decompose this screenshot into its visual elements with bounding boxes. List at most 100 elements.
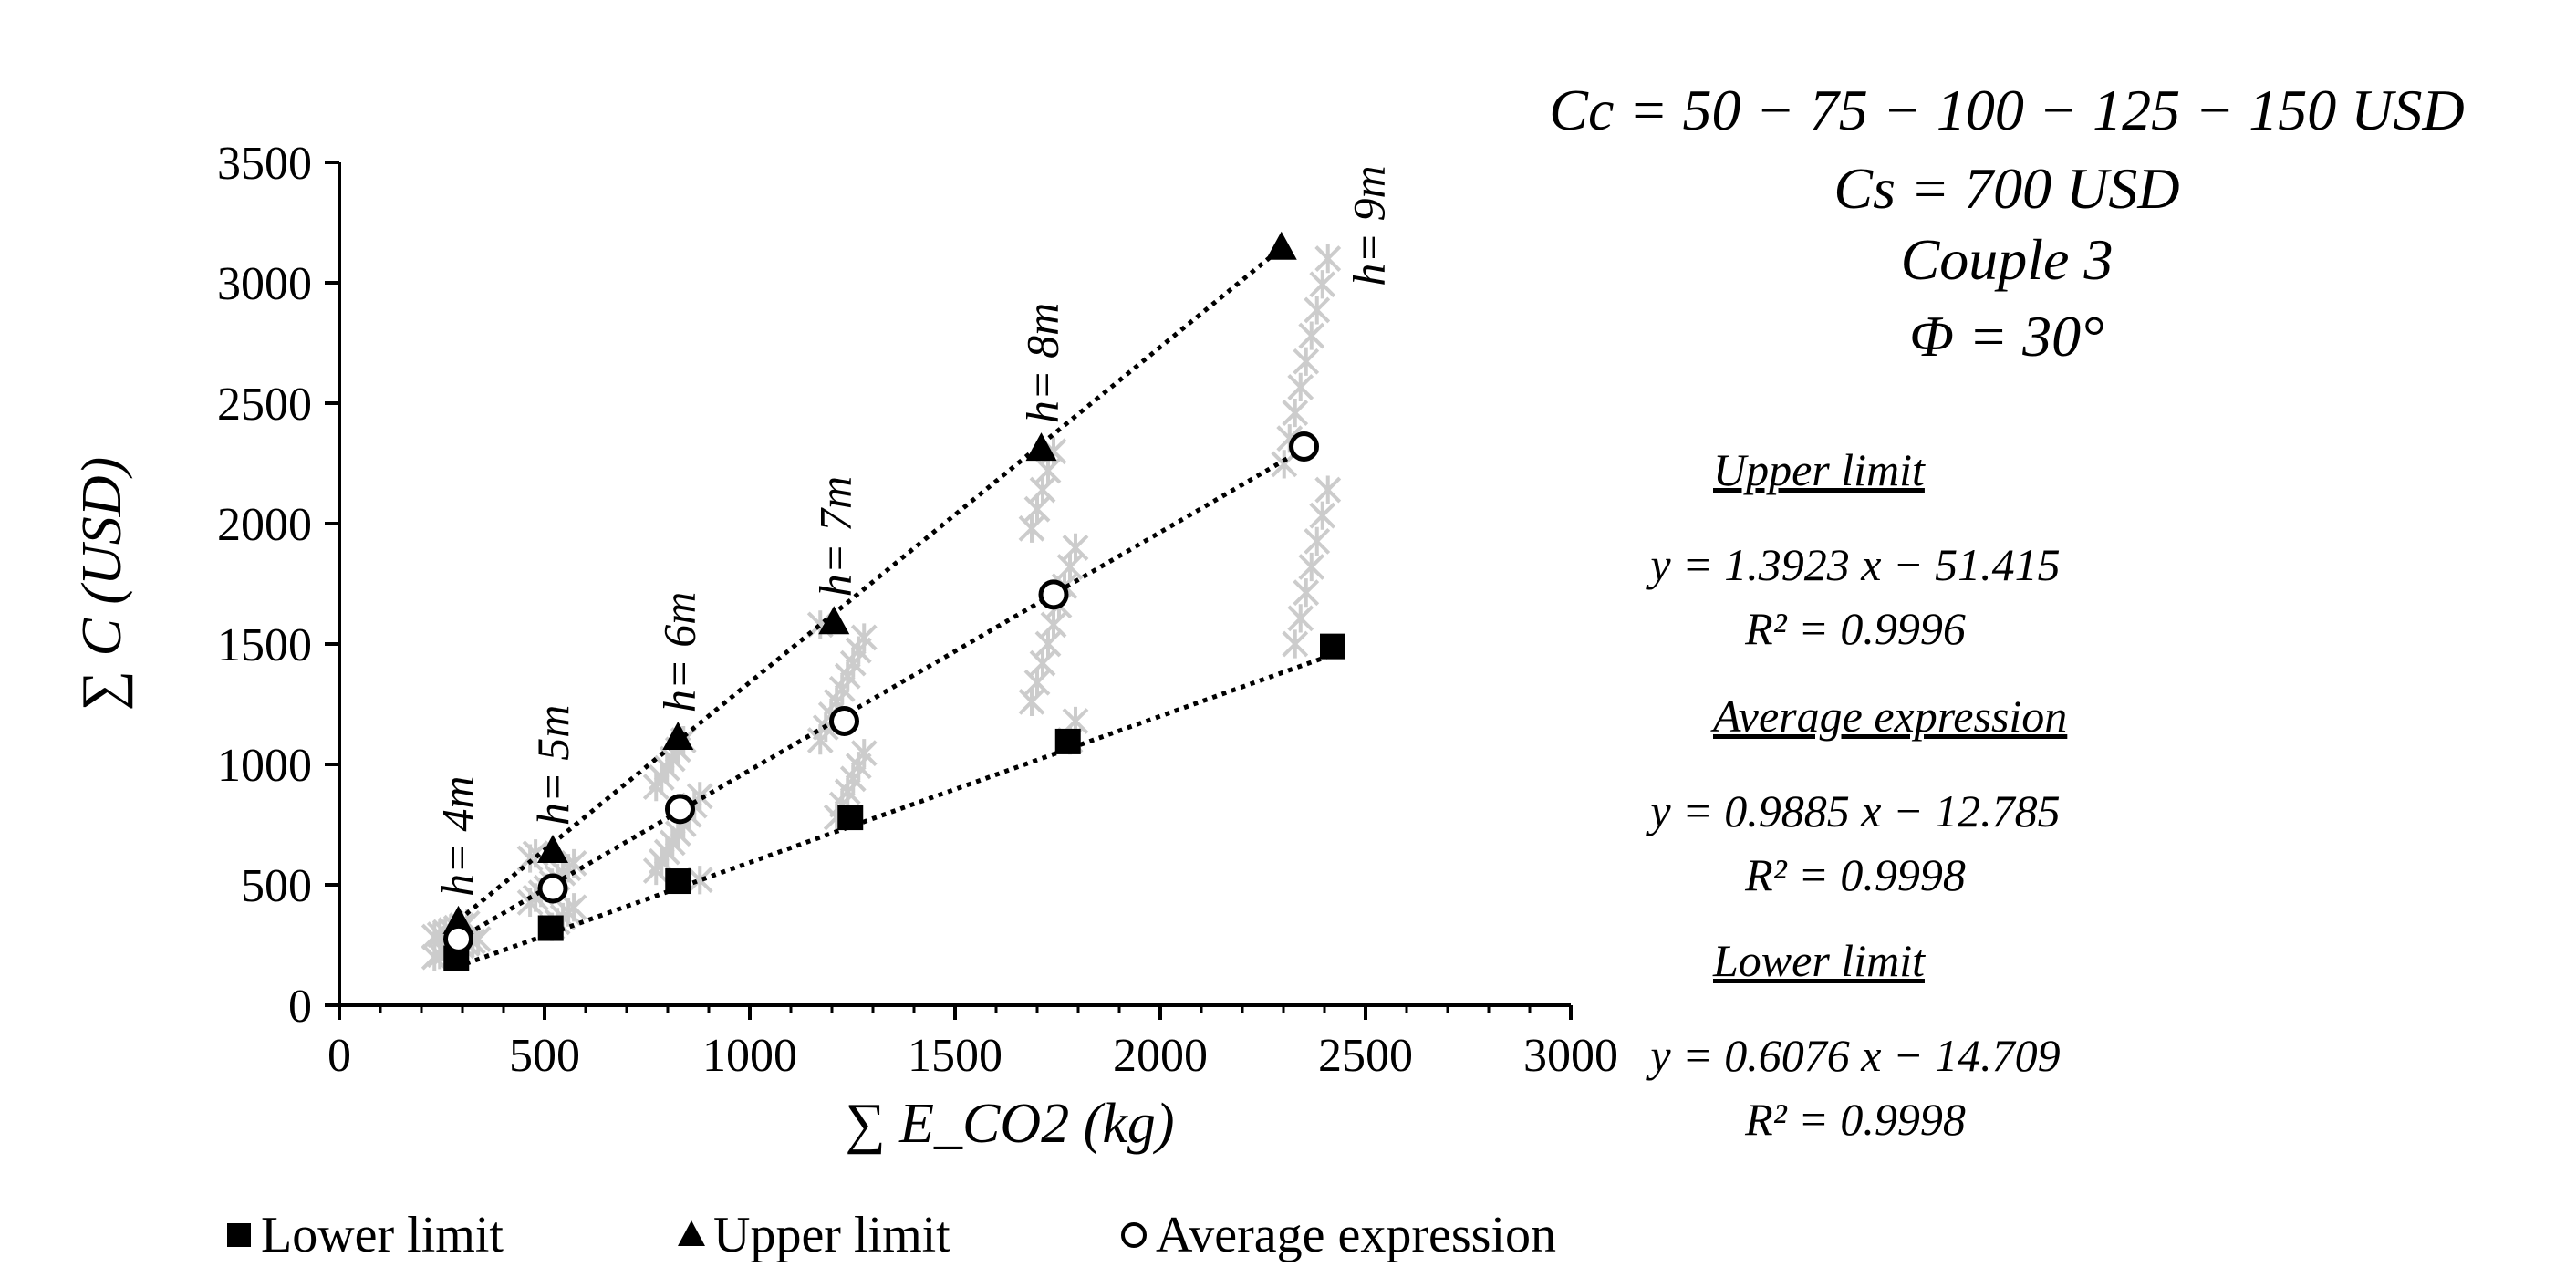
lower-limit-point xyxy=(665,868,691,895)
x-tick-label: 2500 xyxy=(1318,1030,1413,1082)
trendline-equation: y = 0.9885 x − 12.785 xyxy=(1646,785,2060,836)
x-tick-label: 3000 xyxy=(1523,1030,1618,1082)
cluster-mark xyxy=(1293,578,1320,608)
cluster-mark xyxy=(1029,649,1056,678)
cluster-mark xyxy=(1282,629,1309,659)
height-label: h= 5m xyxy=(527,705,578,826)
upper-limit-point xyxy=(1025,432,1057,462)
average-expression-point xyxy=(1038,579,1069,610)
cluster-mark xyxy=(1282,398,1309,428)
legend-label: Average expression xyxy=(1156,1207,1556,1263)
y-tick-label: 3000 xyxy=(217,258,312,310)
trendlines xyxy=(455,246,1334,970)
y-tick-label: 1000 xyxy=(217,740,312,792)
average-expression-point xyxy=(829,705,859,736)
parameter-line: Φ = 30° xyxy=(1909,304,2104,369)
cluster-mark xyxy=(1287,372,1314,401)
x-tick-label: 1000 xyxy=(702,1030,797,1082)
average-expression-point xyxy=(537,873,568,904)
height-label: h= 8m xyxy=(1017,303,1068,423)
y-axis-title: ∑ C (USD) xyxy=(71,457,133,711)
y-tick-label: 2000 xyxy=(217,499,312,551)
average-expression-point xyxy=(665,794,695,825)
average-expression-point xyxy=(1289,431,1319,462)
legend-label: Upper limit xyxy=(713,1207,950,1263)
trendline-upper-limit xyxy=(456,246,1283,922)
equation-heading: Upper limit xyxy=(1713,444,1926,495)
cluster-mark xyxy=(1023,668,1051,697)
trendline-equation: y = 0.6076 x − 14.709 xyxy=(1646,1030,2060,1081)
parameter-line: Couple 3 xyxy=(1901,227,2114,292)
lower-limit-point xyxy=(1054,728,1081,754)
x-axis-title: ∑ E_CO2 (kg) xyxy=(845,1093,1174,1155)
cluster-mark xyxy=(560,893,587,922)
legend-square-icon xyxy=(227,1223,251,1247)
cluster-mark xyxy=(1056,552,1084,582)
cluster-mark xyxy=(1309,270,1336,299)
x-tick-label: 2000 xyxy=(1113,1030,1208,1082)
r-squared: R² = 0.9998 xyxy=(1744,1094,1966,1145)
upper-limit-point xyxy=(818,606,850,635)
cluster-mark xyxy=(1034,629,1062,659)
equation-heading: Lower limit xyxy=(1712,935,1926,986)
height-label: h= 4m xyxy=(431,776,483,897)
cluster-mark xyxy=(1018,687,1045,716)
average-expression-point xyxy=(443,923,473,954)
cluster-mark xyxy=(686,866,713,895)
upper-limit-point xyxy=(537,835,568,864)
cluster-mark xyxy=(850,623,878,652)
trendline-lower-limit xyxy=(455,652,1334,970)
legend: Lower limit Upper limit Average expression xyxy=(227,1207,1556,1263)
lower-limit-point xyxy=(837,805,864,831)
cluster-mark xyxy=(1062,533,1089,562)
x-tick-label: 1500 xyxy=(908,1030,1002,1082)
cluster-mark xyxy=(1298,552,1325,582)
height-labels: h= 4m h= 5m h= 6m h= 7m h= 8m h= 9m xyxy=(431,165,1394,897)
r-squared: R² = 0.9996 xyxy=(1744,603,1966,654)
cluster-mark xyxy=(1029,475,1056,504)
y-tick-label: 500 xyxy=(241,860,312,912)
cluster-mark xyxy=(1309,501,1336,530)
parameter-line: Cs = 700 USD xyxy=(1833,156,2179,221)
axes: 0 500 1000 1500 2000 2500 3000 0 500 1000 1500 2000… xyxy=(71,138,1618,1155)
parameter-line: Cc = 50 − 75 − 100 − 125 − 150 USD xyxy=(1549,78,2464,142)
data-markers xyxy=(442,231,1345,971)
cluster-mark xyxy=(1304,296,1331,325)
cluster-mark xyxy=(1293,347,1320,376)
cluster-mark xyxy=(1034,456,1062,485)
y-tick-label: 0 xyxy=(288,981,312,1033)
y-tick-label: 3500 xyxy=(217,138,312,190)
cluster-mark xyxy=(1314,475,1342,504)
r-squared: R² = 0.9998 xyxy=(1744,849,1966,900)
cluster-mark xyxy=(1040,610,1067,639)
upper-limit-point xyxy=(1265,231,1297,260)
upper-limit-point xyxy=(662,721,694,750)
cluster-mark xyxy=(1298,321,1325,350)
legend-triangle-icon xyxy=(678,1220,705,1246)
height-label: h= 6m xyxy=(653,592,704,712)
x-tick-label: 500 xyxy=(509,1030,580,1082)
lower-limit-point xyxy=(537,915,564,941)
legend-item-upper-limit: Upper limit xyxy=(678,1207,950,1263)
cluster-mark xyxy=(1018,514,1045,543)
lower-limit-point xyxy=(1320,633,1345,660)
height-label: h= 7m xyxy=(809,476,860,597)
legend-item-lower-limit: Lower limit xyxy=(227,1207,504,1263)
cluster-mark xyxy=(1304,526,1331,556)
y-tick-label: 2500 xyxy=(217,379,312,431)
legend-circle-icon xyxy=(1121,1222,1147,1248)
x-tick-label: 0 xyxy=(327,1030,351,1082)
equation-heading: Average expression xyxy=(1710,691,2067,742)
y-tick-label: 1500 xyxy=(217,619,312,671)
cluster-mark xyxy=(1287,604,1314,633)
height-label: h= 9m xyxy=(1343,165,1394,286)
cluster-mark xyxy=(1314,244,1342,274)
cluster-mark xyxy=(850,739,878,768)
legend-label: Lower limit xyxy=(261,1207,504,1263)
annotations: Cc = 50 − 75 − 100 − 125 − 150 USD Cs = 7… xyxy=(1549,78,2464,1145)
cluster-mark xyxy=(1023,494,1051,524)
trendline-average-expression xyxy=(457,446,1305,941)
legend-item-average-expression: Average expression xyxy=(1121,1207,1556,1263)
trendline-equation: y = 1.3923 x − 51.415 xyxy=(1646,539,2060,590)
